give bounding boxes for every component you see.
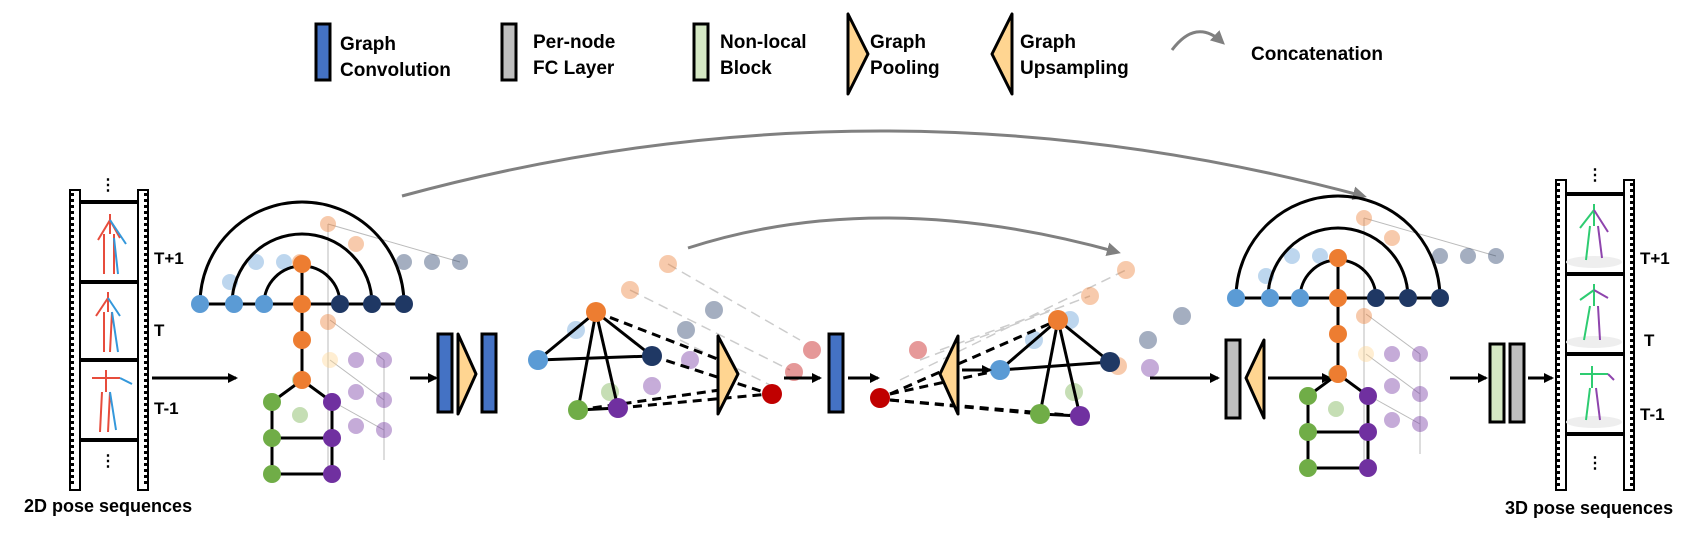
fc-layer-icon: [500, 22, 518, 82]
input-frame-label: T: [154, 321, 165, 340]
joint-node: [263, 393, 281, 411]
pooled-graph-left: [528, 255, 821, 420]
output-ellipsis-top: ⋮: [1587, 167, 1603, 184]
input-skeleton-graph: [191, 200, 468, 483]
joint-node: [1399, 289, 1417, 307]
skeleton-2d-icon: [95, 292, 121, 353]
upsampled-graph-right: [889, 261, 1191, 426]
joint-node: [586, 302, 606, 322]
skeleton-2d-icon: [92, 370, 133, 433]
graph-pooling-block: [456, 332, 478, 416]
graph-upsampling-block: [938, 334, 960, 416]
joint-node: [395, 295, 413, 313]
joint-node: [1329, 365, 1347, 383]
joint-node: [363, 295, 381, 313]
skeleton-2d-icon: [97, 214, 127, 275]
joint-node: [1329, 325, 1347, 343]
skip-connection-inner: [687, 216, 1121, 257]
output-film-strip: ⋮ ⋮ T+1 T T-1 3D pose sequences: [1505, 167, 1673, 518]
skeleton-3d-icon: [1579, 204, 1609, 261]
pooled-node: [762, 384, 782, 404]
fc-layer-block: [1508, 342, 1526, 424]
joint-node: [323, 465, 341, 483]
non-local-block: [1488, 342, 1506, 424]
input-ellipsis-bottom: ⋮: [100, 453, 116, 470]
joint-node: [255, 295, 273, 313]
joint-node: [1431, 289, 1449, 307]
legend-graph-convolution-line2: Convolution: [340, 60, 451, 81]
joint-node: [293, 371, 311, 389]
joint-node: [1048, 310, 1068, 330]
joint-node: [225, 295, 243, 313]
input-frame-label: T+1: [154, 249, 184, 268]
joint-node: [1329, 249, 1347, 267]
joint-node: [1299, 423, 1317, 441]
non-local-block-icon: [692, 22, 710, 82]
joint-node: [323, 429, 341, 447]
legend-fc-line2: FC Layer: [533, 58, 615, 79]
joint-node: [191, 295, 209, 313]
graph-pooling-icon: [846, 12, 870, 96]
concatenation-arrow-icon: [1170, 30, 1225, 51]
graph-convolution-block: [480, 332, 498, 414]
joint-node: [1359, 459, 1377, 477]
joint-node: [293, 295, 311, 313]
joint-node: [1261, 289, 1279, 307]
joint-node: [323, 393, 341, 411]
joint-node: [608, 398, 628, 418]
joint-node: [1359, 387, 1377, 405]
skeleton-3d-icon: [1579, 284, 1609, 341]
legend-pooling-line1: Graph: [870, 32, 926, 53]
legend: Graph Convolution Per-node FC Layer Non-…: [314, 12, 1383, 96]
pooled-node: [870, 388, 890, 408]
fc-layer-block: [1224, 338, 1242, 420]
joint-node: [331, 295, 349, 313]
skeleton-3d-icon: [1580, 366, 1615, 421]
skip-connection-outer: [401, 129, 1367, 201]
input-film-strip: ⋮ ⋮ T+1 T T-1 2D pose sequences: [24, 177, 192, 516]
output-skeleton-graph: [1227, 194, 1504, 477]
joint-node: [528, 350, 548, 370]
graph-convolution-block: [827, 332, 845, 414]
legend-upsampling-line1: Graph: [1020, 32, 1076, 53]
joint-node: [1367, 289, 1385, 307]
joint-node: [293, 331, 311, 349]
output-frame-label: T+1: [1640, 249, 1670, 268]
legend-fc-line1: Per-node: [533, 32, 615, 53]
joint-node: [1299, 459, 1317, 477]
legend-concatenation: Concatenation: [1251, 44, 1383, 65]
joint-node: [1100, 352, 1120, 372]
joint-node: [293, 255, 311, 273]
legend-upsampling-line2: Upsampling: [1020, 58, 1129, 79]
joint-node: [1070, 406, 1090, 426]
legend-non-local-line1: Non-local: [720, 32, 807, 53]
graph-upsampling-icon: [990, 12, 1014, 96]
joint-node: [568, 400, 588, 420]
joint-node: [1329, 289, 1347, 307]
graph-pooling-block: [716, 334, 740, 416]
joint-node: [1227, 289, 1245, 307]
output-ellipsis-bottom: ⋮: [1587, 455, 1603, 472]
legend-graph-convolution-line1: Graph: [340, 34, 396, 55]
joint-node: [1299, 387, 1317, 405]
legend-non-local-line2: Block: [720, 58, 772, 79]
graph-convolution-block: [436, 332, 454, 414]
graph-upsampling-block: [1244, 338, 1266, 420]
output-frame-label: T: [1644, 331, 1655, 350]
joint-node: [1359, 423, 1377, 441]
joint-node: [1030, 404, 1050, 424]
input-ellipsis-top: ⋮: [100, 177, 116, 194]
output-caption: 3D pose sequences: [1505, 498, 1673, 518]
output-frame-label: T-1: [1640, 405, 1665, 424]
input-frame-label: T-1: [154, 399, 179, 418]
input-caption: 2D pose sequences: [24, 496, 192, 516]
joint-node: [1291, 289, 1309, 307]
legend-pooling-line2: Pooling: [870, 58, 940, 79]
graph-convolution-icon: [314, 22, 332, 82]
joint-node: [642, 346, 662, 366]
joint-node: [990, 360, 1010, 380]
joint-node: [263, 465, 281, 483]
joint-node: [263, 429, 281, 447]
